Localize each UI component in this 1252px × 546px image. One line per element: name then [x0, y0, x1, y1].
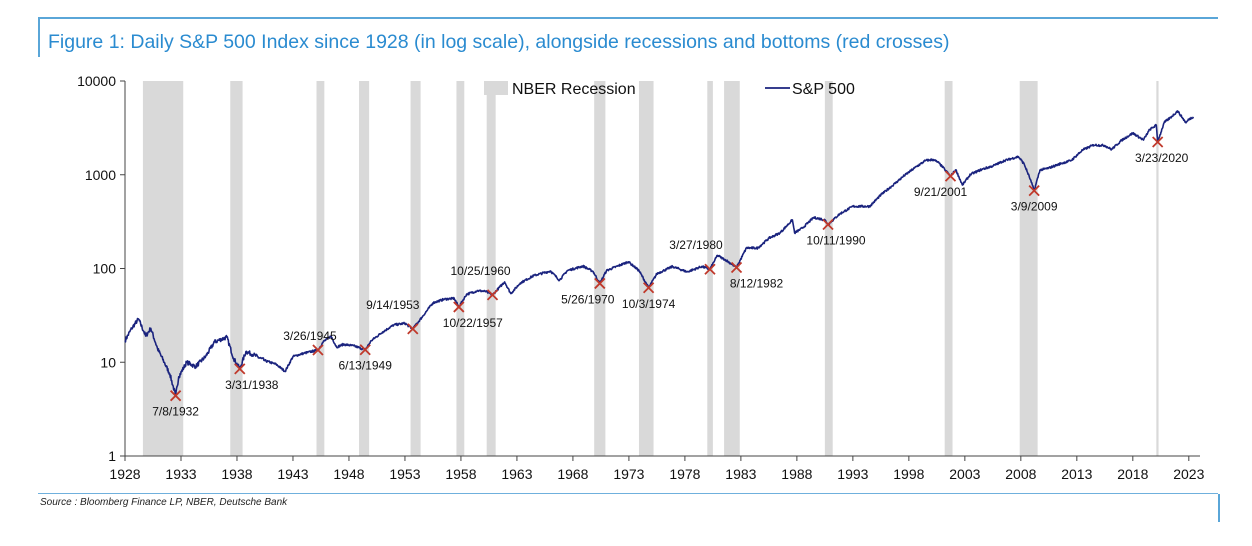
right-rule — [1218, 494, 1220, 522]
x-tick-label: 1973 — [613, 466, 644, 482]
source-note: Source : Bloomberg Finance LP, NBER, Deu… — [40, 497, 288, 508]
bottom-label: 10/11/1990 — [806, 233, 865, 247]
bottom-marker — [453, 301, 465, 313]
bottom-marker — [486, 289, 499, 301]
bottom-marker — [704, 263, 716, 275]
recession-band — [1019, 81, 1038, 456]
x-tick-label: 2003 — [949, 466, 980, 482]
bottom-marker — [822, 218, 834, 231]
x-tick-label: 1943 — [277, 466, 308, 482]
x-tick-label: 1988 — [781, 466, 812, 482]
x-tick-label: 1963 — [501, 466, 532, 482]
x-tick-label: 1993 — [837, 466, 868, 482]
chart-title: Figure 1: Daily S&P 500 Index since 1928… — [48, 31, 950, 53]
y-tick-label: 1 — [108, 448, 116, 464]
x-tick-label: 2008 — [1005, 466, 1036, 482]
bottom-marker — [359, 344, 371, 356]
bottom-marker — [594, 277, 606, 290]
bottom-label: 10/22/1957 — [443, 316, 503, 330]
x-tick-label: 2013 — [1061, 466, 1092, 482]
x-tick-label: 1953 — [389, 466, 420, 482]
bottom-marker — [234, 363, 246, 375]
recession-band — [724, 81, 740, 456]
left-rule — [38, 17, 40, 57]
x-tick-label: 1978 — [669, 466, 700, 482]
bottom-label: 5/26/1970 — [561, 292, 615, 306]
bottom-label: 9/14/1953 — [366, 298, 420, 312]
bottom-marker — [944, 170, 957, 182]
bottom-label: 7/8/1932 — [152, 405, 199, 419]
recession-band — [142, 81, 184, 456]
recession-band — [230, 81, 243, 456]
bottom-marker — [1152, 136, 1164, 148]
figure-frame: Figure 1: Daily S&P 500 Index since 1928… — [38, 17, 1220, 522]
recession-band — [638, 81, 654, 456]
recession-band — [410, 81, 421, 456]
bottom-marker — [642, 282, 655, 294]
recession-band — [316, 81, 325, 456]
bottom-label: 10/25/1960 — [450, 264, 510, 278]
x-tick-label: 1948 — [333, 466, 364, 482]
bottom-label: 3/23/2020 — [1135, 151, 1189, 165]
recession-band — [486, 81, 496, 456]
y-tick-label: 10000 — [77, 73, 116, 89]
x-tick-label: 2023 — [1173, 466, 1204, 482]
x-tick-label: 1958 — [445, 466, 476, 482]
bottom-label: 6/13/1949 — [339, 359, 393, 373]
legend-recession-swatch — [484, 81, 508, 95]
x-tick-label: 1938 — [221, 466, 252, 482]
y-tick-label: 10 — [100, 354, 116, 370]
recession-band — [1156, 81, 1159, 456]
bottom-label: 3/27/1980 — [669, 238, 723, 252]
recession-band — [594, 81, 606, 456]
bottom-label: 10/3/1974 — [622, 297, 676, 311]
bottom-label: 3/9/2009 — [1011, 200, 1058, 214]
x-tick-label: 2018 — [1117, 466, 1148, 482]
x-tick-label: 1968 — [557, 466, 588, 482]
legend-sp500-label: S&P 500 — [792, 81, 855, 98]
recession-band — [456, 81, 465, 456]
bottom-rule — [38, 493, 1218, 494]
bottom-label: 3/31/1938 — [225, 378, 279, 392]
bottom-label: 3/26/1945 — [283, 329, 337, 343]
bottom-marker — [407, 323, 419, 335]
bottom-marker — [169, 390, 182, 402]
legend-recession-label: NBER Recession — [512, 81, 636, 98]
y-tick-label: 1000 — [85, 167, 116, 183]
sp500-line — [124, 110, 1195, 397]
bottom-label: 8/12/1982 — [730, 277, 784, 291]
x-tick-label: 1928 — [109, 466, 140, 482]
recession-band — [359, 81, 370, 456]
bottom-marker — [730, 261, 743, 274]
recession-band — [944, 81, 953, 456]
x-tick-label: 1998 — [893, 466, 924, 482]
bottom-marker — [312, 344, 324, 356]
x-tick-label: 1983 — [725, 466, 756, 482]
bottom-marker — [1028, 184, 1040, 197]
y-tick-label: 100 — [93, 261, 117, 277]
bottom-label: 9/21/2001 — [914, 185, 968, 199]
recession-band — [824, 81, 833, 456]
x-tick-label: 1933 — [165, 466, 196, 482]
top-rule — [38, 17, 1218, 19]
